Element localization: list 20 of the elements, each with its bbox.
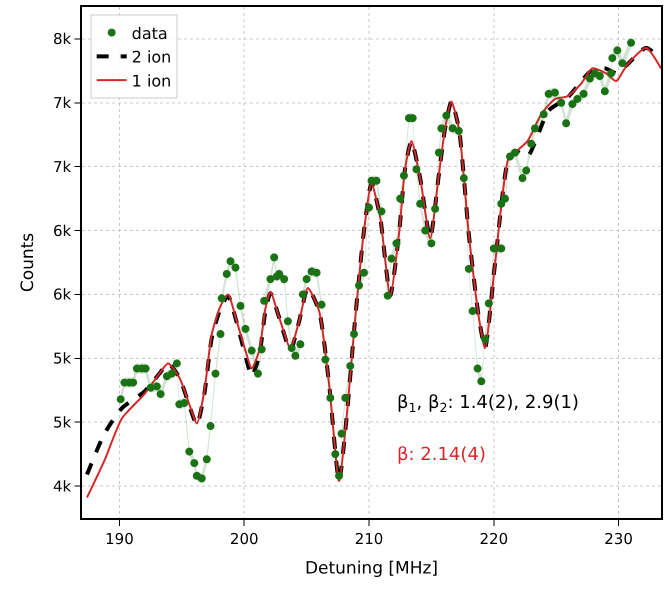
x-tick-label: 190: [105, 530, 134, 548]
y-tick-label: 7k: [53, 94, 72, 112]
legend-label: 2 ion: [132, 48, 172, 67]
annotation: β$_{1}$, β$_{2}$: 1.4(2), 2.9(1): [397, 392, 579, 415]
y-tick-label: 4k: [53, 477, 72, 496]
x-tick-label: 210: [354, 530, 384, 548]
y-tick-label: 6k: [53, 286, 72, 304]
y-tick-label: 5k: [53, 350, 72, 368]
annotation: β: 2.14(4): [397, 444, 486, 465]
x-tick-label: 230: [604, 530, 633, 548]
y-tick-label: 5k: [53, 413, 72, 432]
y-tick-label: 6k: [53, 222, 72, 240]
y-tick-label: 8k: [53, 30, 72, 48]
y-axis-title: Counts: [18, 232, 38, 292]
legend-label: data: [132, 24, 168, 43]
y-tick-label: 7k: [53, 158, 72, 176]
x-tick-label: 200: [230, 530, 259, 548]
x-tick-label: 220: [479, 530, 508, 548]
x-axis-title: Detuning [MHz]: [304, 558, 438, 579]
legend-label: 1 ion: [132, 71, 172, 90]
